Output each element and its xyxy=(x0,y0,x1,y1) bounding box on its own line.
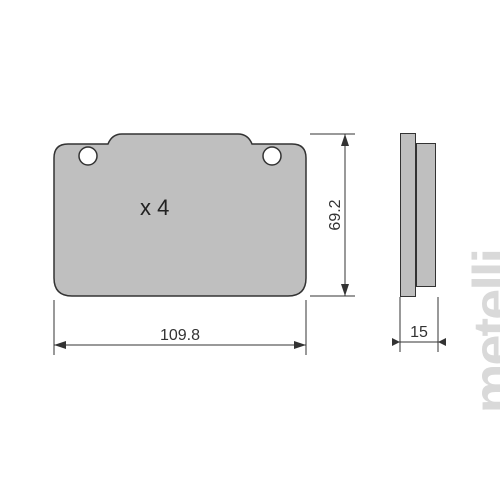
side-view xyxy=(400,133,440,297)
dimension-height: 69.2 xyxy=(310,123,380,308)
dimension-width: 109.8 xyxy=(40,300,320,380)
dimension-thickness: 15 xyxy=(390,297,460,377)
dimension-width-value: 109.8 xyxy=(160,327,200,344)
drawing-canvas: x 4 109.8 69.2 15 metelli xyxy=(0,0,500,500)
quantity-label: x 4 xyxy=(140,195,169,221)
dimension-thickness-value: 15 xyxy=(410,324,428,341)
side-backplate xyxy=(400,133,416,297)
front-view xyxy=(50,130,310,300)
mounting-hole-left xyxy=(79,147,97,165)
side-pad xyxy=(416,143,436,287)
mounting-hole-right xyxy=(263,147,281,165)
watermark: metelli xyxy=(460,250,500,413)
dimension-height-value: 69.2 xyxy=(327,199,344,230)
